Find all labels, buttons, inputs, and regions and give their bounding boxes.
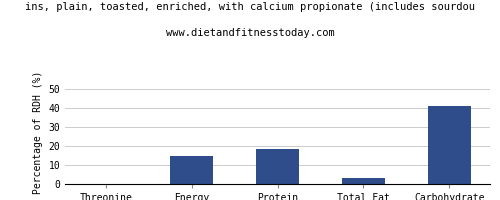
Text: www.dietandfitnesstoday.com: www.dietandfitnesstoday.com (166, 28, 334, 38)
Bar (170, 156, 213, 184)
Bar (428, 106, 470, 184)
Bar (256, 149, 299, 184)
Y-axis label: Percentage of RDH (%): Percentage of RDH (%) (33, 70, 43, 194)
Bar (342, 178, 385, 184)
Text: ins, plain, toasted, enriched, with calcium propionate (includes sourdou: ins, plain, toasted, enriched, with calc… (25, 2, 475, 12)
